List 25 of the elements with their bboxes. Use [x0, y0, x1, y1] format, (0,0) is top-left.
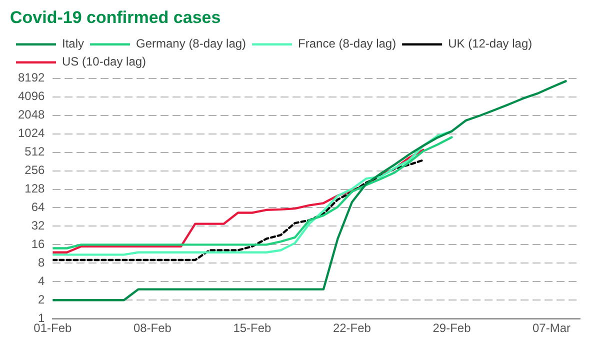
y-tick-label: 2048 — [18, 108, 46, 122]
chart-title: Covid-19 confirmed cases — [10, 8, 221, 27]
y-tick-label: 32 — [31, 218, 46, 233]
y-tick-label: 512 — [24, 144, 46, 159]
line-series — [52, 159, 424, 262]
x-tick-label: 15-Feb — [233, 321, 272, 336]
y-tick-label: 4 — [38, 274, 46, 288]
y-tick-label: 128 — [24, 182, 46, 196]
legend-label: France (8-day lag) — [298, 36, 396, 51]
y-tick-label: 4096 — [18, 89, 46, 104]
x-tick-label: 22-Feb — [332, 321, 372, 336]
y-tick-label: 256 — [24, 163, 46, 178]
y-tick-label: 8 — [38, 255, 46, 270]
legend-label: Italy — [62, 36, 84, 51]
y-tick-label: 8192 — [18, 70, 46, 85]
y-tick-label: 1024 — [18, 126, 46, 140]
x-tick-label: 29-Feb — [432, 321, 472, 336]
x-tick-label: 07-Mar — [532, 321, 571, 336]
legend-label: Germany (8-day lag) — [136, 36, 246, 51]
x-tick-label: 08-Feb — [133, 321, 172, 336]
y-tick-label: 2 — [38, 292, 46, 306]
legend-label: UK (12-day lag) — [448, 36, 532, 51]
y-tick-label: 64 — [31, 200, 46, 214]
y-tick-label: 16 — [31, 237, 46, 252]
legend-label: US (10-day lag) — [62, 54, 146, 69]
